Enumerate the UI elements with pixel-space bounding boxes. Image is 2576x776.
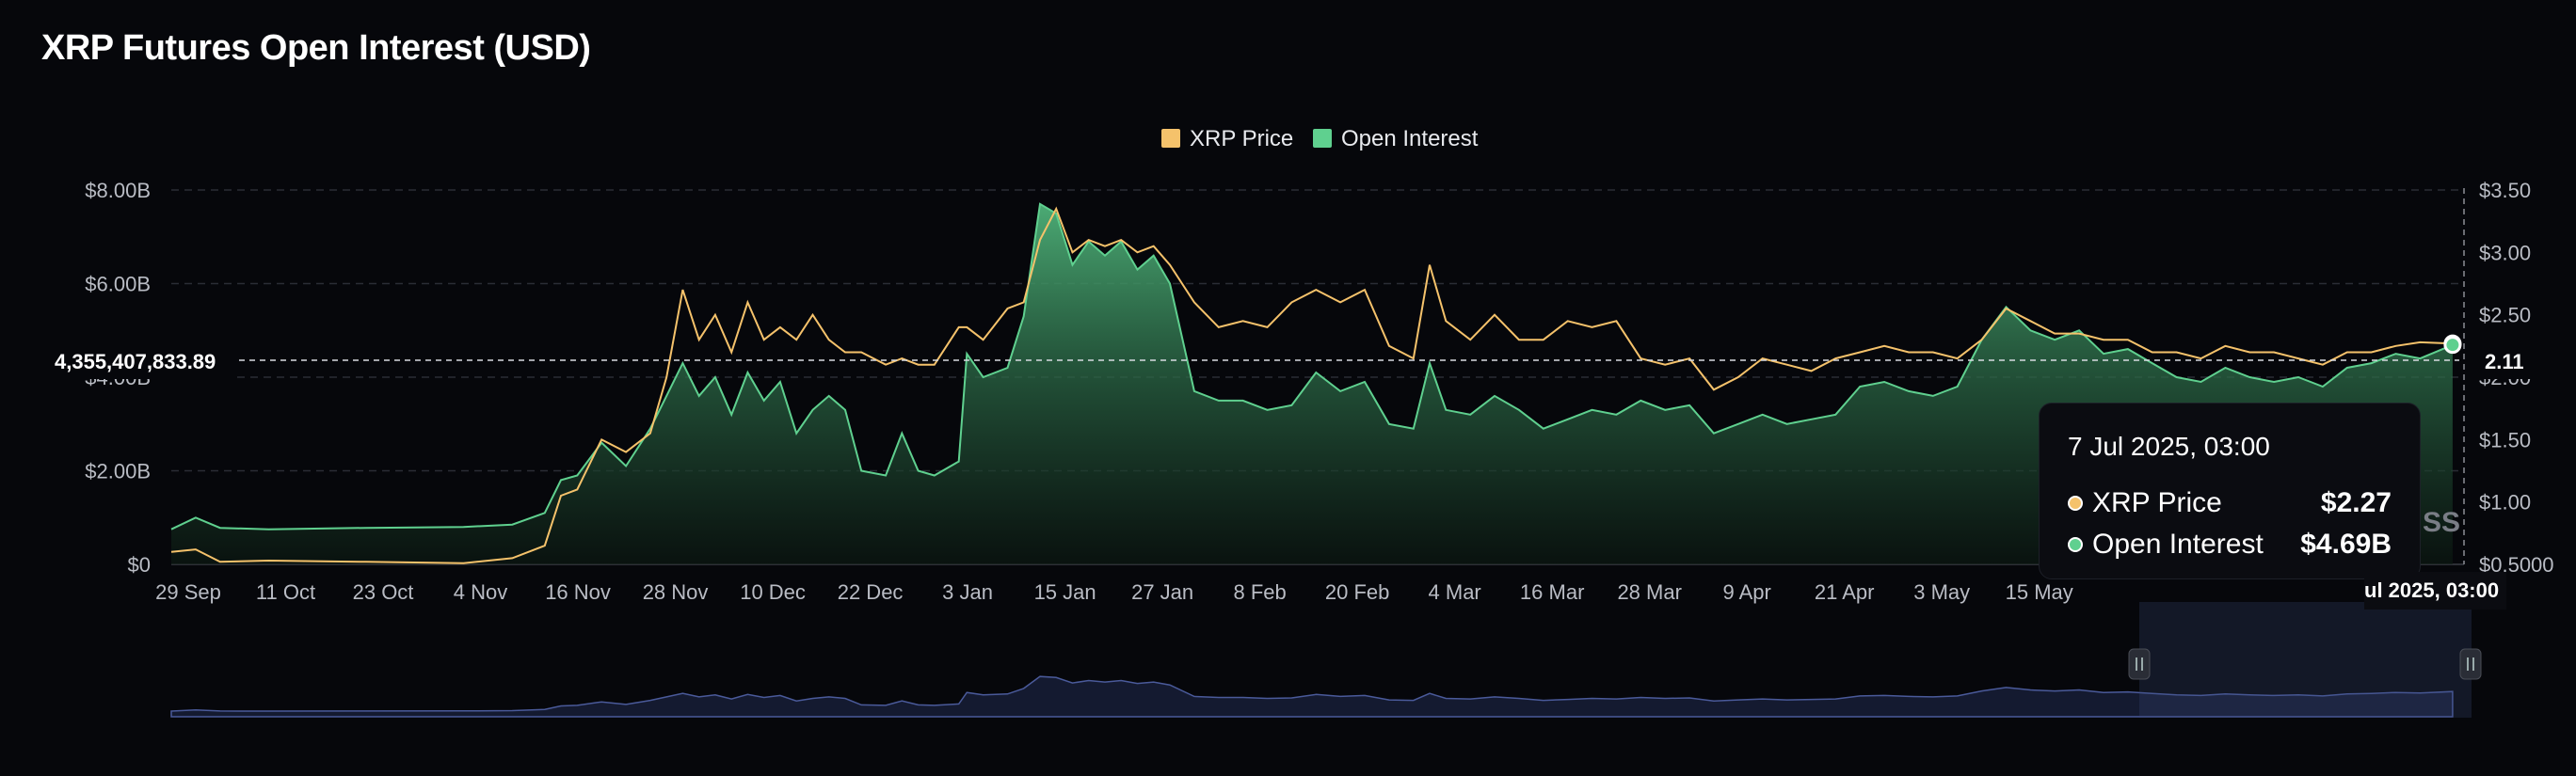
tooltip-value-open-interest: $4.69B	[2300, 529, 2392, 560]
tooltip-label-open-interest: Open Interest	[2092, 529, 2264, 560]
navigator[interactable]	[170, 602, 2482, 718]
navigator-series	[170, 675, 2454, 718]
open-interest-area	[171, 203, 2453, 564]
y-left-tick-label: $2.00B	[85, 460, 151, 483]
y-left-tick-label: $8.00B	[85, 179, 151, 202]
x-tick-label: 11 Oct	[256, 580, 315, 604]
navigator-handle-right[interactable]	[2459, 648, 2482, 680]
x-crosshair-date-badge: ul 2025, 03:00	[2364, 572, 2507, 610]
chart-title: XRP Futures Open Interest (USD)	[41, 28, 591, 68]
tooltip-label-xrp-price: XRP Price	[2092, 487, 2222, 518]
y-right-tick-label: $3.00	[2479, 241, 2531, 264]
x-tick-label: 27 Jan	[1131, 580, 1193, 604]
x-tick-label: 3 Jan	[942, 580, 993, 604]
tooltip-row-xrp-price: XRP Price $2.27	[2068, 483, 2392, 524]
legend-item-xrp-price[interactable]: XRP Price	[1161, 126, 1293, 151]
xrp-price-line[interactable]	[170, 206, 2453, 564]
tooltip-date: 7 Jul 2025, 03:00	[2068, 432, 2270, 461]
x-tick-label: 3 May	[1913, 580, 1970, 604]
legend: XRP Price Open Interest	[1161, 126, 1479, 151]
crosshair: 4,355,407,833.89 2.11	[41, 188, 2532, 564]
legend-swatch-open-interest	[1313, 129, 1332, 148]
y-left-tick-label: $6.00B	[85, 273, 151, 296]
legend-item-open-interest[interactable]: Open Interest	[1313, 126, 1479, 151]
legend-label-open-interest: Open Interest	[1341, 126, 1479, 151]
x-tick-label: 8 Feb	[1233, 580, 1286, 604]
x-tick-label: 28 Mar	[1617, 580, 1681, 604]
navigator-selection[interactable]	[2139, 602, 2472, 718]
x-tick-label: 9 Apr	[1723, 580, 1771, 604]
x-tick-label: 21 Apr	[1815, 580, 1875, 604]
navigator-handle-left[interactable]	[2128, 648, 2151, 680]
crosshair-right-badge	[2466, 343, 2532, 379]
crosshair-right-label: 2.11	[2485, 350, 2524, 373]
crosshair-left-label: 4,355,407,833.89	[55, 350, 216, 373]
tooltip: 7 Jul 2025, 03:00 XRP Price $2.27 Open I…	[2039, 403, 2421, 579]
tooltip-dot-xrp-price	[2068, 496, 2083, 511]
series-layer	[170, 202, 2454, 564]
watermark-fragment: SS	[2423, 507, 2460, 538]
x-tick-label: 4 Nov	[454, 580, 507, 604]
legend-swatch-xrp-price	[1161, 129, 1180, 148]
y-left-tick-label: $0	[128, 553, 151, 577]
x-tick-label: 15 May	[2006, 580, 2073, 604]
x-tick-label: 29 Sep	[155, 580, 221, 604]
x-axis: 29 Sep 11 Oct 23 Oct 4 Nov 16 Nov 28 Nov 10 De…	[155, 580, 2073, 604]
open-interest-hover-marker	[2443, 336, 2462, 355]
hover-markers	[2443, 334, 2462, 355]
y-right-tick-label: $1.00	[2479, 491, 2531, 515]
x-tick-label: 4 Mar	[1429, 580, 1481, 604]
x-tick-label: 22 Dec	[838, 580, 904, 604]
y-right-tick-label: $3.50	[2479, 179, 2531, 202]
tooltip-dot-open-interest	[2068, 537, 2083, 552]
x-tick-label: 20 Feb	[1325, 580, 1390, 604]
x-tick-label: 16 Mar	[1520, 580, 1584, 604]
y-right-tick-label: $1.50	[2479, 428, 2531, 451]
y-axis-right: $0.5000$1.00$1.50$2.00$2.50$3.00$3.50	[2479, 179, 2554, 577]
x-tick-label: 16 Nov	[545, 580, 611, 604]
tooltip-value-xrp-price: $2.27	[2320, 487, 2392, 518]
y-right-tick-label: $2.50	[2479, 304, 2531, 327]
legend-label-xrp-price: XRP Price	[1190, 126, 1293, 151]
x-tick-label: 15 Jan	[1034, 580, 1096, 604]
crosshair-left-badge	[41, 343, 235, 379]
x-tick-label: 23 Oct	[353, 580, 414, 604]
open-interest-line[interactable]	[170, 202, 2454, 531]
x-tick-label: 10 Dec	[740, 580, 806, 604]
x-tick-label: 28 Nov	[643, 580, 709, 604]
tooltip-row-open-interest: Open Interest $4.69B	[2068, 524, 2392, 565]
